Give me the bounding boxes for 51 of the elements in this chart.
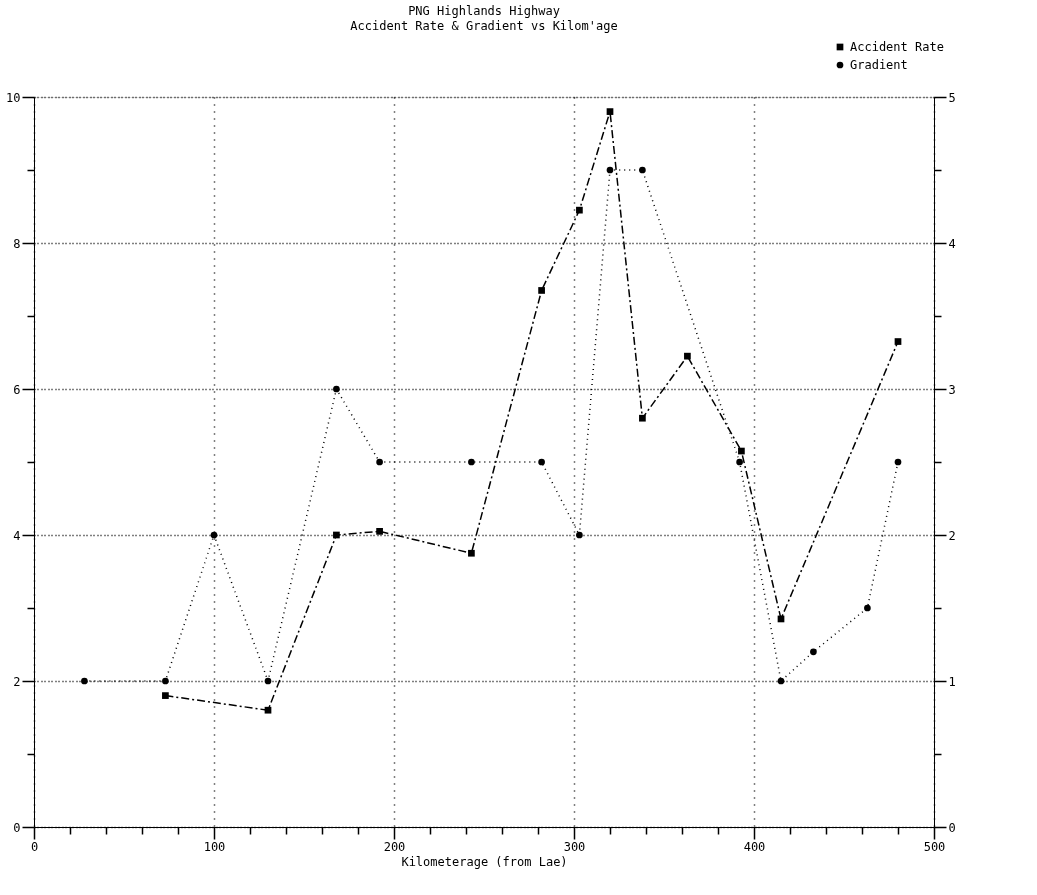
y-tick-label: 0 — [13, 820, 21, 835]
y-tick-label: 10 — [6, 90, 21, 105]
point — [162, 677, 169, 685]
y2-tick-label: 5 — [948, 90, 956, 105]
point — [468, 549, 475, 557]
point — [333, 531, 340, 539]
x-axis-title: Kilometerage (from Lae) — [401, 854, 568, 869]
legend-label: Accident Rate — [850, 40, 944, 54]
point — [684, 352, 691, 360]
x-tick-label: 100 — [203, 839, 226, 854]
y-tick-label: 8 — [13, 236, 21, 251]
point — [606, 166, 614, 174]
point — [210, 531, 218, 539]
point — [894, 338, 902, 345]
y2-tick-label: 4 — [948, 236, 956, 251]
point — [468, 458, 475, 466]
point — [264, 706, 272, 714]
y2-tick-label: 0 — [948, 820, 956, 835]
y-tick-label: 2 — [13, 674, 21, 689]
point — [894, 458, 902, 466]
point — [639, 166, 646, 174]
point — [864, 604, 871, 612]
x-tick-label: 300 — [563, 839, 586, 854]
point — [264, 677, 272, 685]
y-tick-label: 4 — [13, 528, 21, 543]
y2-tick-label: 3 — [948, 382, 956, 397]
point — [538, 287, 545, 294]
x-tick-label: 400 — [743, 839, 766, 854]
point — [162, 692, 169, 699]
point — [333, 385, 340, 393]
point — [639, 414, 646, 422]
point — [738, 447, 745, 455]
x-tick-label: 200 — [383, 839, 406, 854]
point — [576, 206, 583, 214]
point — [576, 531, 583, 539]
x-tick-label: 500 — [923, 839, 946, 854]
point — [606, 108, 614, 115]
chart-title: PNG Highlands Highway — [408, 4, 560, 18]
point — [376, 458, 383, 466]
x-tick-label: 0 — [30, 839, 39, 854]
legend-label: Gradient — [850, 58, 908, 72]
point — [81, 677, 88, 685]
y2-tick-label: 1 — [948, 674, 956, 689]
chart-subtitle: Accident Rate & Gradient vs Kilom'age — [350, 19, 618, 33]
y2-tick-label: 2 — [948, 528, 956, 543]
point — [810, 648, 817, 656]
point — [376, 528, 383, 535]
point — [777, 677, 785, 685]
point — [538, 458, 545, 466]
point — [736, 458, 743, 466]
y-tick-label: 6 — [13, 382, 21, 397]
